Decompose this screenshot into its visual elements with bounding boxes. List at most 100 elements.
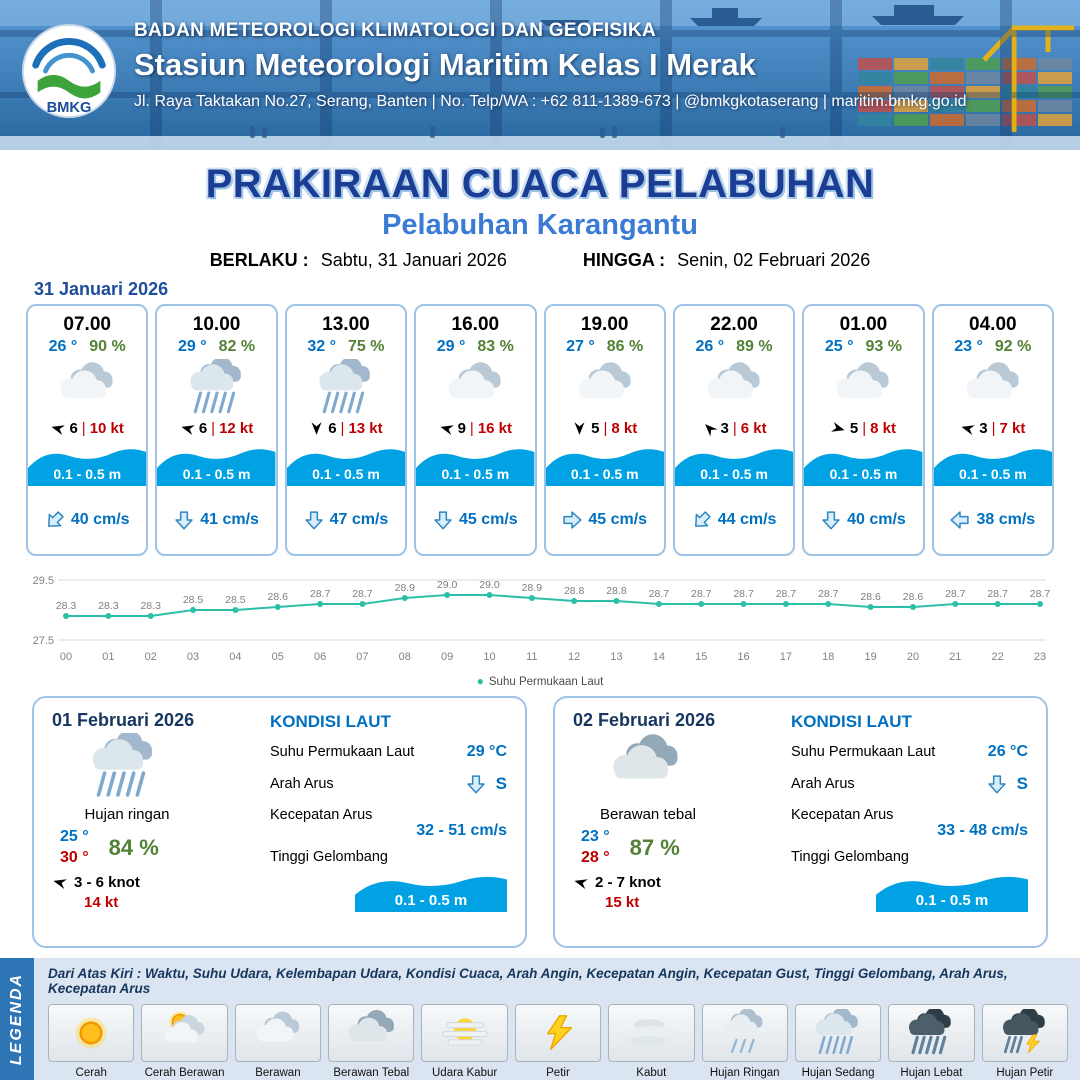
validity-row: BERLAKU : Sabtu, 31 Januari 2026 HINGGA … [0, 250, 1080, 271]
temp-humidity-block: 25 ° 30 ° 84 % [60, 828, 264, 867]
air-temperature: 26 ° [695, 338, 725, 355]
svg-text:28.5: 28.5 [183, 594, 204, 606]
current-info: 45 cm/s [416, 486, 534, 554]
svg-text:28.6: 28.6 [903, 591, 924, 603]
humidity-value: 89 % [736, 338, 773, 355]
cloudy-icon [234, 1004, 322, 1062]
wave-height-band: 0.1 - 0.5 m [355, 868, 507, 912]
daily-forecast-card: 02 Februari 2026 Berawan tebal 23 ° 28 °… [553, 696, 1048, 948]
svg-text:28.7: 28.7 [987, 588, 1008, 600]
title-block: PRAKIRAAN CUACA PELABUHAN Pelabuhan Kara… [0, 150, 1080, 271]
current-direction-icon [688, 506, 716, 534]
temp-humidity-row: 29 ° 82 % [178, 338, 255, 356]
rain-light-icon [701, 1004, 788, 1062]
wind-direction-icon [437, 419, 455, 437]
current-speed: 40 cm/s [847, 511, 906, 528]
temp-max: 28 ° [581, 849, 610, 866]
wave-height-band: 0.1 - 0.5 m [286, 440, 406, 486]
temp-min: 25 ° [60, 828, 89, 845]
humidity-value: 84 % [108, 834, 159, 860]
current-info: 44 cm/s [675, 486, 793, 554]
humidity-value: 87 % [629, 834, 680, 860]
wind-gust: 12 kt [219, 420, 254, 437]
storm-icon [981, 1004, 1068, 1062]
svg-text:16: 16 [737, 651, 749, 663]
wind-gust: 16 kt [477, 420, 513, 437]
weather-icon [176, 357, 258, 419]
current-direction-icon [174, 510, 194, 530]
svg-text:15: 15 [695, 651, 707, 663]
svg-text:09: 09 [441, 651, 453, 663]
humidity-value: 90 % [89, 338, 126, 355]
current-info: 40 cm/s [804, 486, 922, 554]
hourly-forecast-card: 22.00 26 ° 89 % 3 | 6 kt 0.1 - 0.5 m 44 … [672, 304, 796, 556]
svg-text:28.8: 28.8 [564, 585, 585, 597]
separator: | [603, 420, 608, 437]
svg-text:28.9: 28.9 [395, 582, 416, 594]
svg-text:28.5: 28.5 [225, 594, 246, 606]
station-name: Stasiun Meteorologi Maritim Kelas I Mera… [134, 47, 756, 82]
wind-direction-icon [572, 421, 587, 436]
bmkg-logo: BMKG [20, 22, 118, 120]
air-temperature: 29 ° [436, 338, 466, 355]
current-direction-value: S [1016, 774, 1028, 793]
sea-conditions-title: KONDISI LAUT [270, 712, 391, 731]
station-address: Jl. Raya Taktakan No.27, Serang, Banten … [134, 93, 967, 110]
hourly-forecast-card: 04.00 23 ° 92 % 3 | 7 kt 0.1 - 0.5 m 38 … [931, 304, 1054, 556]
svg-text:28.7: 28.7 [352, 588, 373, 600]
air-temperature: 32 ° [307, 338, 337, 355]
legend-description: Dari Atas Kiri : Waktu, Suhu Udara, Kele… [48, 966, 1008, 996]
time-label: 16.00 [451, 314, 500, 335]
weather-condition: Berawan tebal [600, 806, 696, 823]
separator: | [862, 420, 867, 437]
svg-text:28.7: 28.7 [1030, 588, 1051, 600]
wind-gust: 14 kt [84, 894, 119, 911]
wind-info: 9 | 16 kt [439, 420, 512, 437]
current-speed: 41 cm/s [200, 511, 259, 528]
current-info: 41 cm/s [157, 486, 275, 554]
legend-item: Berawan Tebal [328, 1004, 415, 1079]
legend-item-label: Cerah [75, 1067, 107, 1079]
wave-height-band: 0.1 - 0.5 m [28, 440, 147, 486]
window-frames [0, 0, 1080, 150]
legend-item: Berawan [234, 1004, 322, 1079]
sst-value: 29 °C [466, 743, 507, 760]
time-label: 01.00 [839, 314, 888, 335]
weather-condition: Hujan ringan [84, 806, 170, 823]
separator: | [732, 420, 737, 437]
time-label: 22.00 [710, 314, 758, 335]
wind-gust: 8 kt [611, 420, 638, 437]
svg-text:08: 08 [399, 651, 411, 663]
wave-height-label: Tinggi Gelombang [270, 849, 388, 865]
current-direction-icon [41, 506, 69, 534]
haze-icon [421, 1004, 508, 1062]
hourly-forecast-card: 10.00 29 ° 82 % 6 | 12 kt 0.1 - 0.5 m 41… [155, 304, 278, 556]
current-direction-icon [466, 774, 486, 794]
cloudy-thick-icon [328, 1004, 415, 1062]
svg-text:28.7: 28.7 [945, 588, 966, 600]
header-text: BADAN METEOROLOGI KLIMATOLOGI DAN GEOFIS… [134, 20, 1068, 111]
wind-direction-icon [178, 419, 196, 437]
wind-gust: 6 kt [740, 420, 767, 437]
temp-humidity-row: 32 ° 75 % [307, 338, 384, 356]
separator: | [211, 420, 216, 437]
sea-conditions-column: KONDISI LAUT Suhu Permukaan Laut 26 °C A… [791, 710, 1028, 936]
wind-gust: 10 kt [89, 420, 124, 437]
current-direction-icon [987, 774, 1007, 794]
ship-silhouettes [540, 5, 964, 26]
legend-item-label: Petir [546, 1067, 570, 1079]
wave-height-band: 0.1 - 0.5 m [674, 440, 794, 486]
current-direction-icon [433, 510, 453, 530]
chart-legend-marker: ● [476, 674, 484, 688]
wind-range: 2 - 7 knot [595, 874, 661, 891]
current-direction-icon [950, 510, 970, 530]
current-speed: 38 cm/s [976, 511, 1036, 528]
weather-icon [46, 357, 128, 419]
svg-text:27.5: 27.5 [33, 635, 54, 647]
current-speed: 40 cm/s [70, 511, 130, 528]
svg-text:05: 05 [272, 651, 284, 663]
current-info: 38 cm/s [934, 486, 1052, 554]
time-label: 13.00 [322, 314, 370, 335]
svg-text:03: 03 [187, 651, 199, 663]
